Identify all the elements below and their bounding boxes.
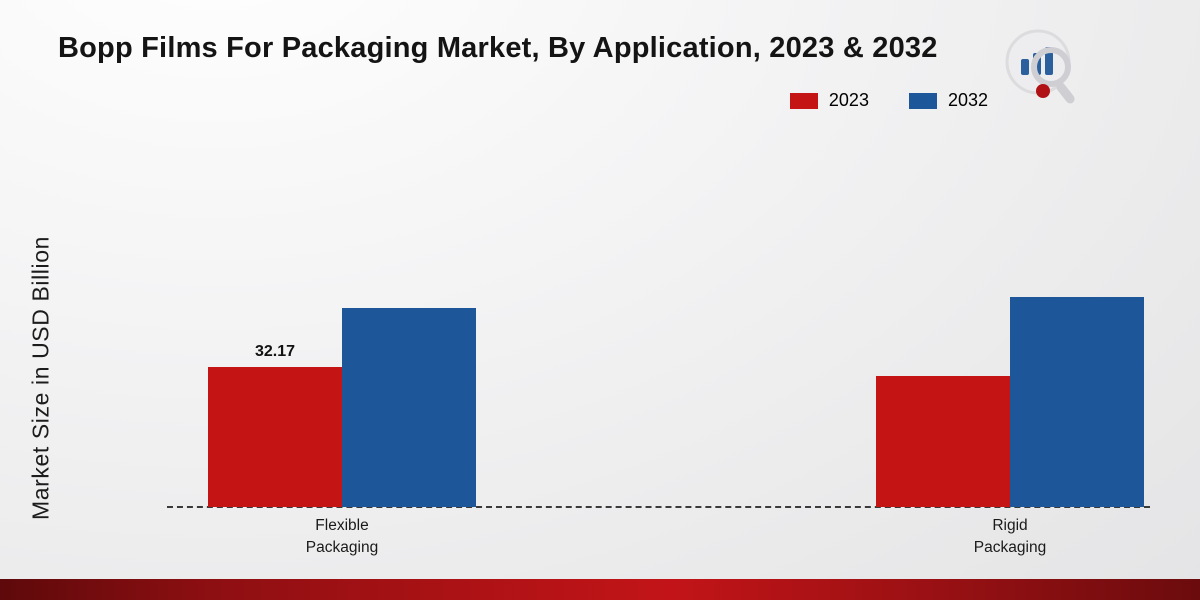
category-label-flexible-packaging: Flexible Packaging xyxy=(305,517,379,557)
legend-label-2023: 2023 xyxy=(828,90,869,110)
chart-title: Bopp Films For Packaging Market, By Appl… xyxy=(58,32,938,64)
legend: 2023 2032 xyxy=(789,90,988,111)
bar-2023-flexible-packaging xyxy=(208,367,342,507)
bar-2023-rigid-packaging xyxy=(876,376,1010,507)
x-axis-baseline xyxy=(167,506,1150,508)
brand-logo xyxy=(998,24,1084,114)
legend-item-2032: 2032 xyxy=(908,90,988,111)
category-label-rigid-packaging: Rigid Packaging xyxy=(973,517,1047,557)
plot-area: 32.17 Flexible Packaging Rigid Packaging xyxy=(167,150,1150,556)
brand-logo-icon xyxy=(1005,29,1075,104)
footer-accent-bar xyxy=(0,579,1200,600)
legend-item-2023: 2023 xyxy=(789,90,869,111)
y-axis-label: Market Size in USD Billion xyxy=(27,235,54,521)
legend-swatch-2032-icon xyxy=(908,92,937,109)
bar-value-label: 32.17 xyxy=(254,343,296,360)
bar-2032-flexible-packaging xyxy=(342,308,476,507)
legend-label-2032: 2032 xyxy=(947,90,988,110)
bar-2032-rigid-packaging xyxy=(1010,297,1144,507)
legend-swatch-2023-icon xyxy=(789,92,818,109)
